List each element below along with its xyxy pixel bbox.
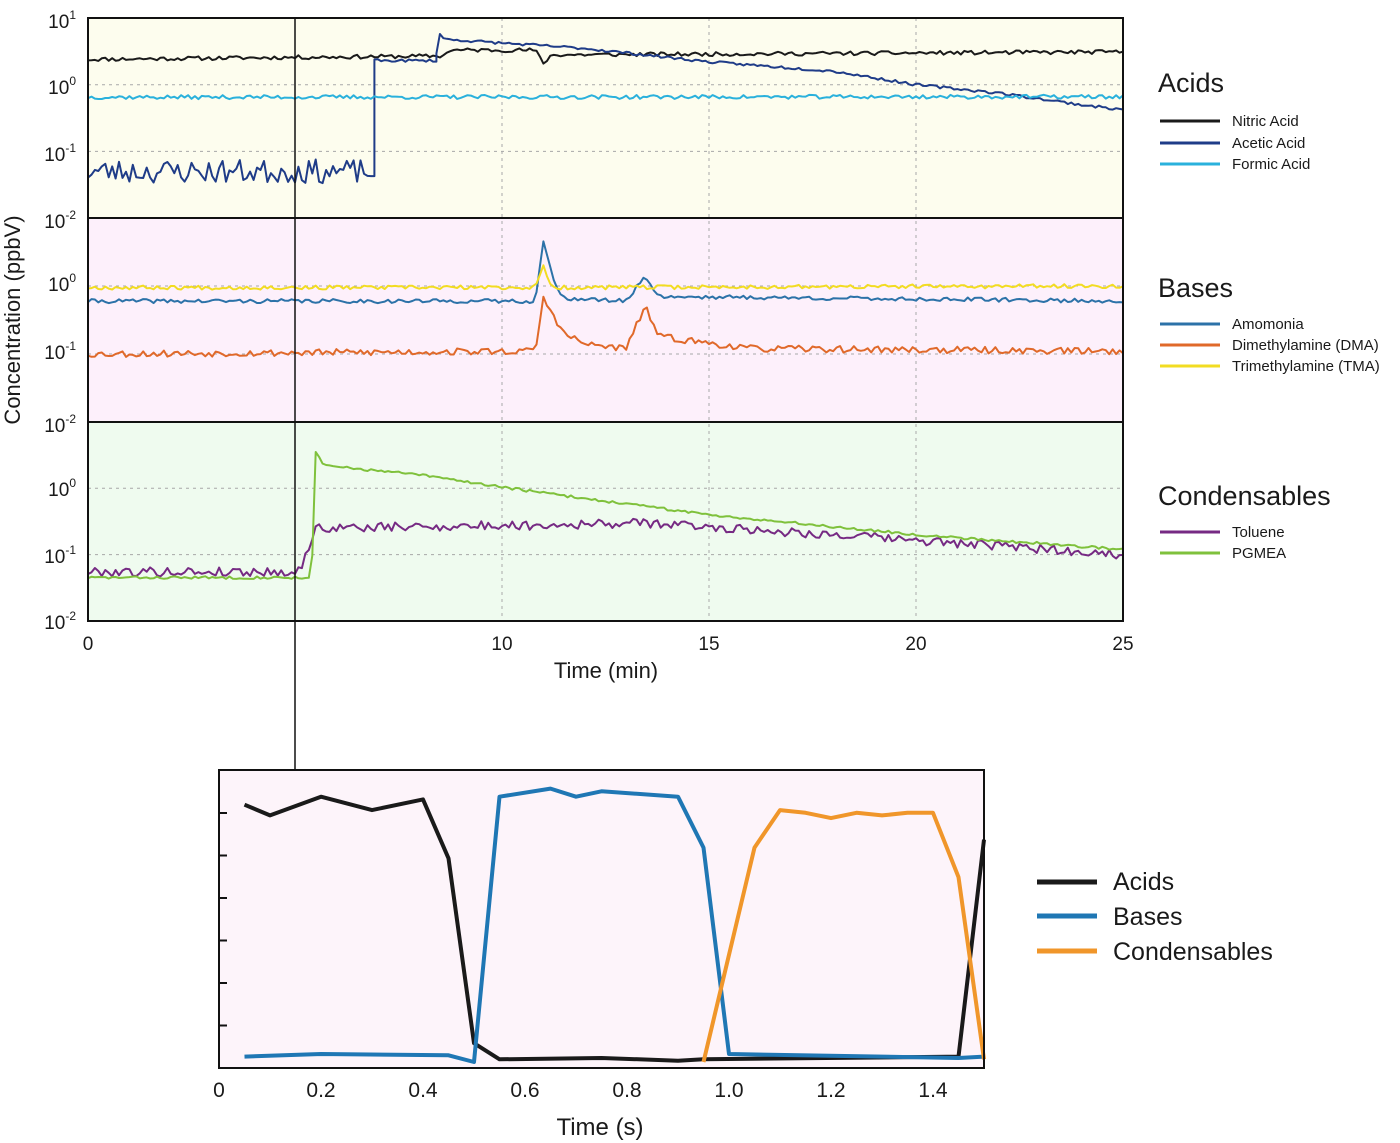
series-trimethylamine-tma xyxy=(87,264,1124,291)
main-xtick-0: 0 xyxy=(83,634,94,655)
inset-series-condensables xyxy=(701,808,986,1063)
legend-condensables-title: Condensables xyxy=(1158,481,1331,511)
main-xtick-15: 15 xyxy=(698,634,719,655)
condensables-ytick-0: 100 xyxy=(48,476,76,501)
bases-ytick-0: 100 xyxy=(48,271,76,296)
inset-xtick-1.0: 1.0 xyxy=(714,1079,743,1102)
bases-ytick-2: 10-2 xyxy=(44,412,76,437)
main-xtick-10: 10 xyxy=(491,634,512,655)
acids-ytick-3: 10-2 xyxy=(44,208,76,233)
main-x-axis-title: Time (min) xyxy=(554,658,658,683)
inset-ytick-marks xyxy=(219,812,227,1027)
main-xtick-25: 25 xyxy=(1112,634,1133,655)
inset-xtick-labels: 0 0.2 0.4 0.6 0.8 1.0 1.2 1.4 xyxy=(213,1079,948,1102)
series-toluene xyxy=(87,517,1124,578)
series-amomonia xyxy=(87,240,1124,305)
legend-bases: Bases Amomonia Dimethylamine (DMA) Trime… xyxy=(1158,273,1380,375)
inset-legend-bases-label: Bases xyxy=(1113,903,1182,931)
legend-acids-title: Acids xyxy=(1158,68,1224,98)
acids-ytick-2: 10-1 xyxy=(44,141,76,166)
main-xtick-20: 20 xyxy=(905,634,926,655)
condensables-ytick-2: 10-2 xyxy=(44,609,76,634)
legend-tma-label: Trimethylamine (TMA) xyxy=(1232,358,1380,375)
series-pgmea xyxy=(87,451,1124,580)
series-formic-acid xyxy=(87,93,1124,101)
inset-x-axis-title: Time (s) xyxy=(556,1114,643,1141)
legend-formic-label: Formic Acid xyxy=(1232,156,1310,173)
acids-panel-background xyxy=(88,18,1123,218)
legend-acids: Acids Nitric Acid Acetic Acid Formic Aci… xyxy=(1158,68,1310,173)
inset-xtick-0.4: 0.4 xyxy=(408,1079,438,1102)
inset-xtick-0: 0 xyxy=(213,1079,225,1102)
legend-ammonia-label: Amomonia xyxy=(1232,316,1304,333)
legend-bases-title: Bases xyxy=(1158,273,1233,303)
series-nitric-acid xyxy=(87,47,1124,65)
legend-pgmea-label: PGMEA xyxy=(1232,545,1286,562)
legend-toluene-label: Toluene xyxy=(1232,524,1285,541)
condensables-ytick-1: 10-1 xyxy=(44,543,76,568)
acids-ytick-0: 101 xyxy=(48,8,76,33)
series-acetic-acid xyxy=(87,33,1124,185)
inset-series-group xyxy=(243,786,986,1064)
series-dimethylamine-dma xyxy=(87,295,1124,358)
inset-legend-condensables-label: Condensables xyxy=(1113,938,1273,966)
inset-xtick-0.2: 0.2 xyxy=(306,1079,335,1102)
bases-panel-background xyxy=(88,218,1123,422)
inset-legend-acids-label: Acids xyxy=(1113,868,1174,896)
condensables-panel-background xyxy=(88,422,1123,621)
inset-plot-background xyxy=(219,770,984,1068)
inset-xtick-1.2: 1.2 xyxy=(816,1079,845,1102)
inset-plot-frame xyxy=(218,769,985,1069)
inset-xtick-1.4: 1.4 xyxy=(918,1079,948,1102)
legend-acetic-label: Acetic Acid xyxy=(1232,135,1305,152)
legend-dma-label: Dimethylamine (DMA) xyxy=(1232,337,1379,354)
condensables-panel-frame xyxy=(87,421,1124,622)
bases-ytick-labels: 100 10-1 10-2 xyxy=(44,271,76,437)
main-y-axis-title: Concentration (ppbV) xyxy=(0,215,25,424)
inset-legend: Acids Bases Condensables xyxy=(1037,868,1273,966)
main-gridlines xyxy=(88,18,1123,621)
acids-ytick-labels: 101 100 10-1 10-2 xyxy=(44,8,76,233)
inset-xtick-0.8: 0.8 xyxy=(612,1079,641,1102)
legend-nitric-label: Nitric Acid xyxy=(1232,113,1299,130)
bases-ytick-1: 10-1 xyxy=(44,339,76,364)
condensables-ytick-labels: 100 10-1 10-2 xyxy=(44,476,76,634)
main-xtick-labels: 0 10 15 20 25 xyxy=(83,634,1134,655)
legend-condensables: Condensables Toluene PGMEA xyxy=(1158,481,1331,562)
inset-series-bases xyxy=(244,786,985,1064)
acids-ytick-1: 100 xyxy=(48,74,76,99)
inset-xtick-0.6: 0.6 xyxy=(510,1079,539,1102)
main-series-group xyxy=(87,33,1124,580)
